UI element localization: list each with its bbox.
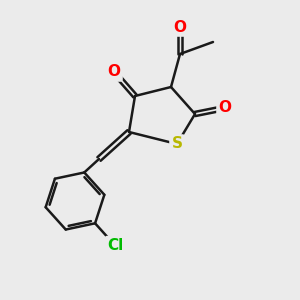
Text: S: S bbox=[172, 136, 182, 152]
Text: O: O bbox=[107, 64, 121, 80]
Text: Cl: Cl bbox=[107, 238, 123, 253]
Text: O: O bbox=[218, 100, 232, 116]
Text: O: O bbox=[173, 20, 187, 34]
